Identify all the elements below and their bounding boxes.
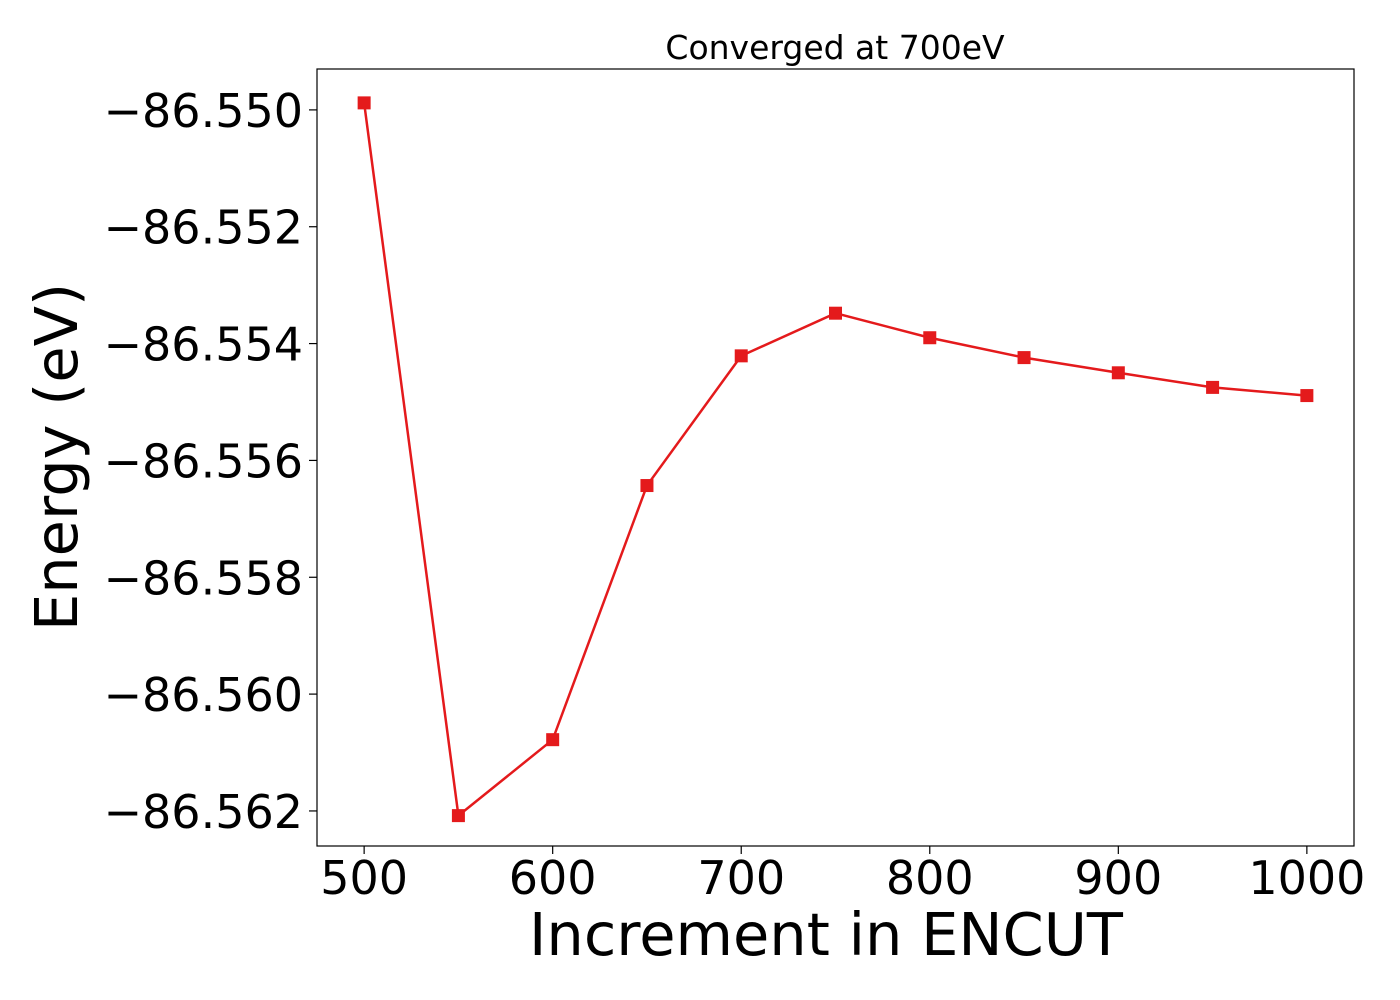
data-point-marker bbox=[1111, 366, 1125, 380]
data-point-marker bbox=[923, 331, 937, 345]
data-point-marker bbox=[640, 479, 654, 493]
data-point-marker bbox=[357, 96, 371, 110]
x-axis-label: Increment in ENCUT bbox=[529, 900, 1124, 969]
data-point-marker bbox=[734, 349, 748, 363]
y-tick-label: −86.552 bbox=[104, 201, 304, 255]
y-axis-ticks: −86.550 −86.552 −86.554 −86.556 −86.558 −86.5… bbox=[104, 84, 317, 839]
data-point-marker bbox=[829, 306, 842, 320]
x-tick-label: 600 bbox=[509, 851, 597, 905]
y-axis-label: Energy (eV) bbox=[22, 283, 91, 631]
x-tick-label: 800 bbox=[886, 851, 974, 905]
data-point-marker bbox=[1206, 380, 1220, 394]
series-layer bbox=[357, 96, 1314, 823]
x-tick-label: 500 bbox=[320, 851, 408, 905]
data-point-marker bbox=[1300, 389, 1314, 403]
x-tick-label: 900 bbox=[1074, 851, 1162, 905]
y-tick-label: −86.558 bbox=[104, 551, 304, 605]
x-tick-label: 1000 bbox=[1248, 851, 1365, 905]
y-tick-label: −86.562 bbox=[104, 785, 304, 839]
x-tick-label: 700 bbox=[697, 851, 785, 905]
y-tick-label: −86.550 bbox=[104, 84, 304, 138]
chart-title: Converged at 700eV bbox=[665, 28, 1005, 67]
data-point-marker bbox=[451, 809, 465, 823]
y-tick-label: −86.554 bbox=[104, 318, 304, 372]
data-point-marker bbox=[1017, 351, 1031, 365]
plot-frame bbox=[316, 68, 1355, 847]
y-tick-label: −86.560 bbox=[104, 668, 304, 722]
data-point-marker bbox=[546, 733, 560, 747]
x-axis-ticks: 500 600 700 800 900 1000 bbox=[320, 846, 1365, 905]
plot-area bbox=[317, 69, 1354, 846]
y-tick-label: −86.556 bbox=[104, 434, 304, 488]
